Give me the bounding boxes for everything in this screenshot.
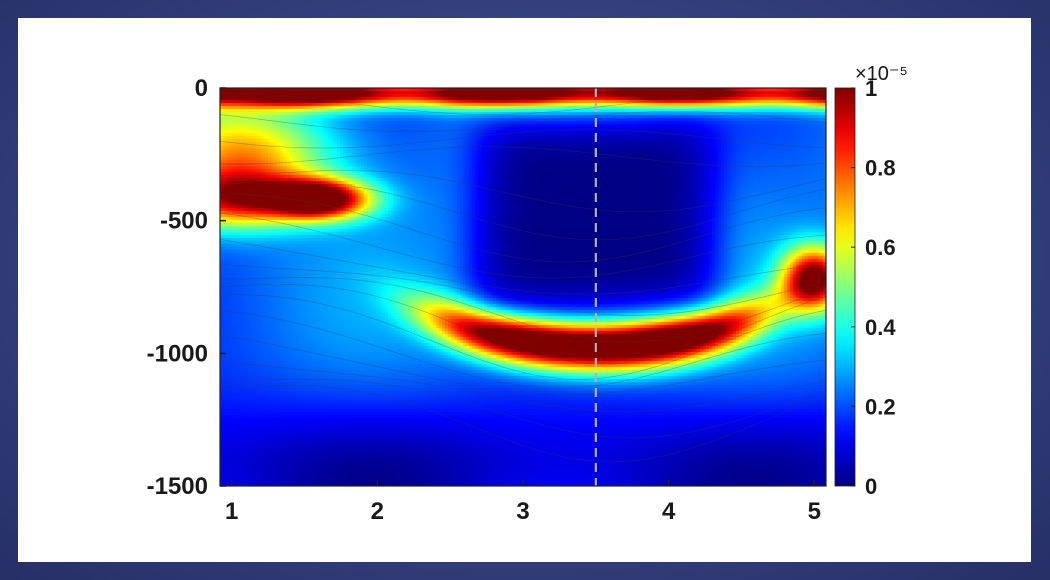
heatmap-image (220, 88, 826, 486)
colorbar-tick-label: 0.4 (865, 315, 896, 340)
contour-line (220, 146, 826, 167)
x-tick-label: 4 (662, 498, 676, 525)
figure-panel: 0 0.2 0.4 0.6 0.8 1 ×10⁻⁵ 1 2 3 4 5 0 -500 -1000 -1500 (18, 18, 1031, 562)
contour-line (220, 283, 826, 365)
heatmap-figure: 00.20.40.60.81×10⁻⁵ 1 2 3 4 50-500-1000-1500 (147, 63, 908, 525)
plot-border (219, 87, 827, 487)
colorbar-tick-label: 0.8 (865, 156, 896, 181)
colorbar-multiplier: ×10⁻⁵ (855, 63, 908, 85)
colorbar: 0 0.2 0.4 0.6 0.8 1×10⁻⁵ (834, 63, 908, 499)
colorbar-tick-label: 1 (865, 76, 877, 101)
contour-line (220, 238, 826, 295)
colorbar-scale (834, 87, 856, 487)
contour-line (220, 263, 826, 316)
contour-line (220, 169, 826, 213)
contour-line (220, 92, 826, 115)
x-tick-label: 3 (516, 498, 529, 525)
contour-line (220, 180, 826, 241)
y-tick-label: -1000 (147, 340, 208, 367)
plot-area (220, 88, 826, 486)
x-tick-label: 1 (225, 498, 238, 525)
contour-line (220, 334, 826, 395)
contour-lines (220, 92, 826, 463)
contour-line (220, 212, 826, 279)
contour-line (220, 277, 826, 343)
contour-line (220, 385, 826, 463)
x-tick-label: 5 (808, 498, 821, 525)
contour-line (220, 294, 826, 380)
y-tick-label: 0 (195, 75, 208, 102)
contour-line (220, 310, 826, 389)
contour-line (220, 110, 826, 133)
y-tick-label: -500 (160, 208, 208, 235)
contour-line (220, 129, 826, 149)
contour-line (220, 193, 826, 263)
contour-line (220, 360, 826, 412)
contour-line (220, 378, 826, 439)
axes: 1 2 3 4 5 0 -500 -1000 -1500 (147, 75, 827, 525)
x-tick-label: 2 (371, 498, 384, 525)
y-tick-label: -1500 (147, 473, 208, 500)
colorbar-tick-label: 0.2 (865, 394, 896, 419)
colorbar-tick-label: 0 (865, 474, 877, 499)
colorbar-tick-label: 0.6 (865, 235, 896, 260)
